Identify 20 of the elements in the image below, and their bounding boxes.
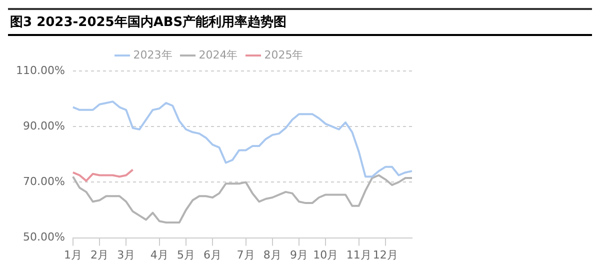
y-tick-label: 50.00% [22, 230, 65, 244]
x-tick-label: 5月 [176, 248, 195, 262]
x-tick-label: 4月 [150, 248, 168, 262]
x-tick-label: 2月 [90, 248, 109, 262]
legend-label: 2025年 [264, 48, 304, 62]
x-tick-label: 11月 [346, 248, 372, 262]
x-tick-label: 12月 [372, 248, 398, 262]
x-tick-label: 1月 [64, 248, 82, 262]
y-tick-label: 90.00% [22, 119, 65, 132]
x-tick-label: 7月 [236, 248, 255, 262]
x-tick-label: 3月 [117, 248, 136, 262]
y-tick-label: 70.00% [22, 175, 65, 188]
x-tick-label: 10月 [313, 248, 338, 262]
chart-title: 图3 2023-2025年国内ABS产能利用率趋势图 [8, 8, 592, 36]
x-tick-label: 6月 [204, 248, 222, 262]
x-tick-label: 9月 [290, 248, 308, 262]
y-tick-label: 110.00% [16, 64, 65, 77]
legend-label: 2023年 [133, 48, 172, 62]
legend-label: 2024年 [198, 48, 238, 62]
x-tick-label: 8月 [263, 248, 282, 262]
